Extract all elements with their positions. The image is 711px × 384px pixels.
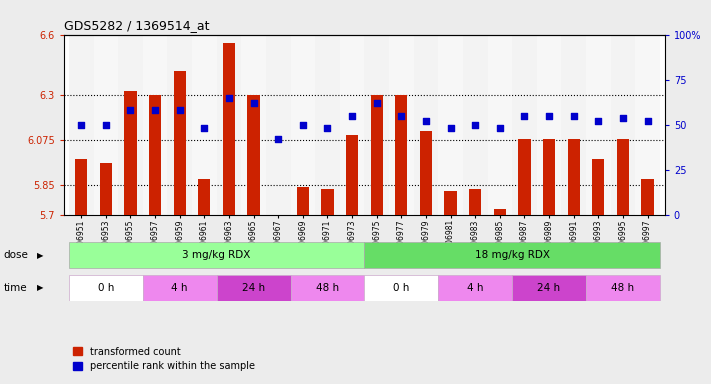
Bar (118, 35, 143, 215)
Bar (266, 35, 291, 215)
Bar (223, 43, 235, 215)
Point (592, 118, 604, 124)
Point (198, 125, 210, 131)
Bar (198, 179, 210, 215)
Bar (438, 35, 463, 215)
Point (272, 136, 284, 142)
Bar (389, 35, 414, 215)
Point (494, 125, 506, 131)
Text: 24 h: 24 h (538, 283, 560, 293)
FancyBboxPatch shape (143, 275, 217, 301)
Bar (469, 189, 481, 215)
Bar (340, 35, 364, 215)
FancyBboxPatch shape (69, 242, 365, 268)
FancyBboxPatch shape (365, 275, 438, 301)
Text: 0 h: 0 h (393, 283, 410, 293)
Text: 48 h: 48 h (316, 283, 339, 293)
Point (420, 118, 432, 124)
Point (395, 113, 407, 119)
Bar (321, 189, 333, 215)
Text: 3 mg/kg RDX: 3 mg/kg RDX (183, 250, 251, 260)
Point (174, 107, 186, 113)
Bar (586, 35, 611, 215)
Point (297, 122, 309, 128)
Bar (69, 35, 94, 215)
Point (100, 122, 112, 128)
Bar (75, 159, 87, 215)
Bar (537, 35, 562, 215)
Point (322, 125, 333, 131)
Point (125, 107, 137, 113)
Point (617, 114, 629, 121)
Bar (143, 35, 167, 215)
FancyBboxPatch shape (217, 275, 291, 301)
Bar (493, 209, 506, 215)
Bar (543, 139, 555, 215)
Point (543, 113, 555, 119)
Bar (149, 95, 161, 215)
Bar (296, 187, 309, 215)
Bar (444, 191, 456, 215)
Point (346, 113, 358, 119)
Point (445, 125, 456, 131)
Bar (315, 35, 340, 215)
FancyBboxPatch shape (512, 275, 586, 301)
Bar (124, 91, 137, 215)
FancyBboxPatch shape (438, 275, 512, 301)
Point (223, 95, 235, 101)
Bar (463, 35, 488, 215)
Bar (512, 35, 537, 215)
Bar (346, 135, 358, 215)
Bar (247, 95, 260, 215)
Text: 0 h: 0 h (97, 283, 114, 293)
Point (568, 113, 579, 119)
Bar (419, 131, 432, 215)
Bar (518, 139, 530, 215)
Point (371, 100, 383, 106)
Text: 24 h: 24 h (242, 283, 265, 293)
Bar (592, 159, 604, 215)
Text: dose: dose (4, 250, 28, 260)
Text: 18 mg/kg RDX: 18 mg/kg RDX (475, 250, 550, 260)
Bar (641, 179, 653, 215)
Point (469, 122, 481, 128)
Point (519, 113, 530, 119)
Bar (100, 163, 112, 215)
Text: 48 h: 48 h (611, 283, 634, 293)
Bar (414, 35, 438, 215)
Bar (567, 139, 580, 215)
Point (75, 122, 87, 128)
Legend: transformed count, percentile rank within the sample: transformed count, percentile rank withi… (69, 343, 259, 375)
Bar (291, 35, 315, 215)
Point (149, 107, 161, 113)
FancyBboxPatch shape (69, 275, 143, 301)
Bar (173, 71, 186, 215)
Bar (167, 35, 192, 215)
Bar (611, 35, 635, 215)
FancyBboxPatch shape (586, 275, 660, 301)
Text: 4 h: 4 h (171, 283, 188, 293)
Bar (635, 35, 660, 215)
FancyBboxPatch shape (365, 242, 660, 268)
FancyBboxPatch shape (291, 275, 365, 301)
Bar (192, 35, 217, 215)
Bar (562, 35, 586, 215)
Bar (370, 95, 383, 215)
Bar (241, 35, 266, 215)
Bar (488, 35, 512, 215)
Text: 4 h: 4 h (467, 283, 483, 293)
Text: GDS5282 / 1369514_at: GDS5282 / 1369514_at (64, 19, 210, 32)
Bar (94, 35, 118, 215)
Text: time: time (4, 283, 27, 293)
Point (248, 100, 260, 106)
Point (642, 118, 653, 124)
Bar (217, 35, 241, 215)
Bar (365, 35, 389, 215)
Text: ▶: ▶ (37, 283, 43, 293)
Text: ▶: ▶ (37, 251, 43, 260)
Bar (395, 95, 407, 215)
Bar (616, 139, 629, 215)
